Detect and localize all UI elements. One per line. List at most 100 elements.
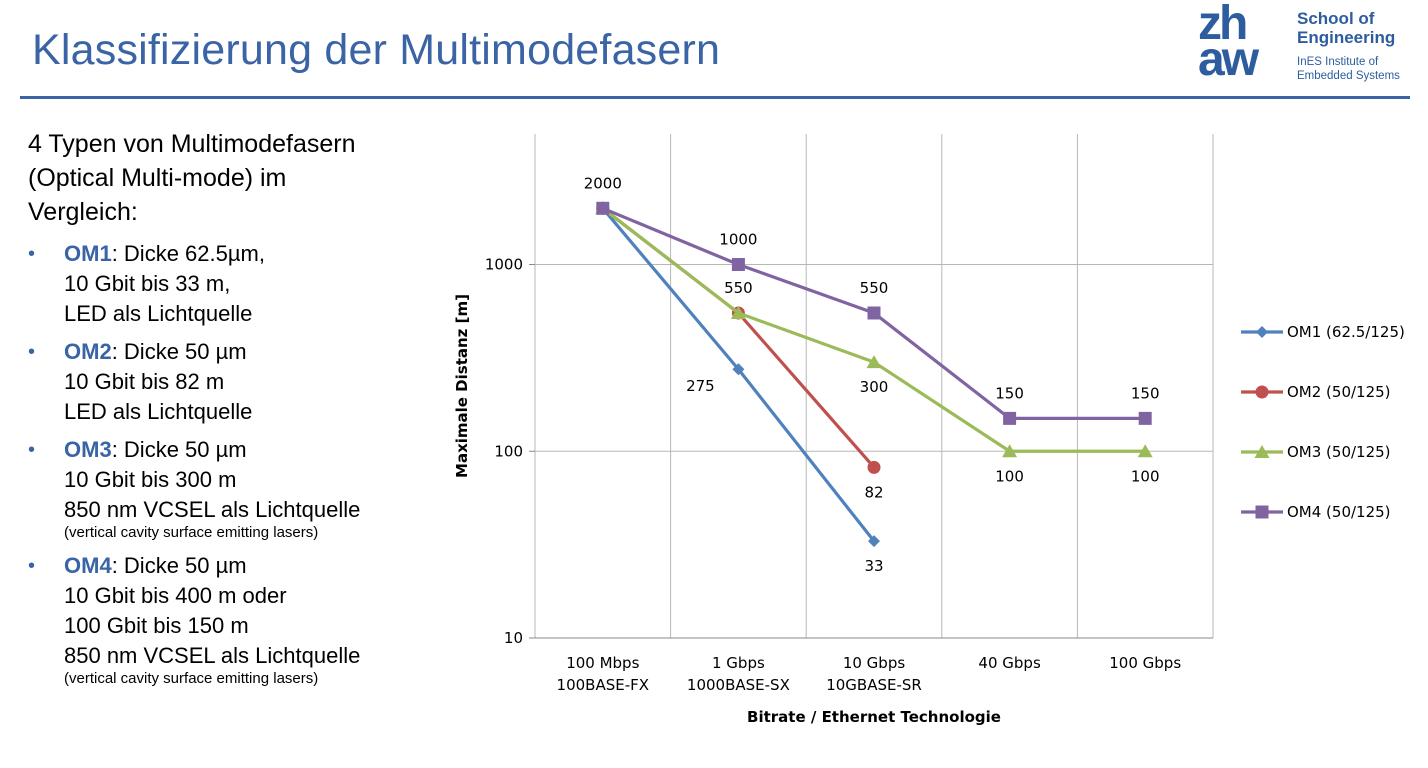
- data-point-marker: [867, 306, 881, 320]
- legend-swatch-marker: [1256, 326, 1268, 338]
- fiber-type-headline: OM2: Dicke 50 µm: [64, 337, 428, 367]
- x-tick-label: 10GBASE-SR: [826, 676, 922, 694]
- x-tick-label: 40 Gbps: [978, 654, 1041, 672]
- legend-label: OM2 (50/125): [1287, 383, 1391, 401]
- x-axis-title: Bitrate / Ethernet Technologie: [747, 708, 1001, 726]
- data-label: 550: [724, 279, 753, 297]
- legend-swatch-marker: [1255, 385, 1269, 399]
- data-label: 300: [860, 378, 889, 396]
- data-point-marker: [867, 460, 881, 474]
- series-om4: [596, 201, 1152, 425]
- data-point-marker: [1137, 444, 1153, 458]
- data-label: 100: [995, 467, 1024, 485]
- x-tick-label: 10 Gbps: [843, 654, 906, 672]
- fiber-type-om2: • OM2: Dicke 50 µm 10 Gbit bis 82 m LED …: [28, 337, 428, 427]
- fiber-type-om1: • OM1: Dicke 62.5µm, 10 Gbit bis 33 m, L…: [28, 239, 428, 329]
- fiber-type-om3: • OM3: Dicke 50 µm 10 Gbit bis 300 m 850…: [28, 435, 428, 543]
- fiber-type-detail: 850 nm VCSEL als Lichtquelle: [64, 497, 361, 522]
- intro-text: 4 Typen von Multimodefasern (Optical Mul…: [28, 127, 428, 229]
- fiber-type-detail: 10 Gbit bis 400 m oder: [64, 583, 287, 608]
- fiber-type-name: OM1: [64, 241, 112, 266]
- fiber-type-headline: OM1: Dicke 62.5µm,: [64, 239, 428, 269]
- x-tick-label: 1 Gbps: [712, 654, 765, 672]
- slide-title: Klassifizierung der Multimodefasern: [32, 26, 721, 74]
- fiber-type-detail: LED als Lichtquelle: [64, 399, 253, 424]
- fiber-type-detail: 10 Gbit bis 82 m: [64, 369, 225, 394]
- logo-school-line-2: Engineering: [1297, 28, 1396, 47]
- y-tick-label: 1000: [485, 256, 523, 274]
- title-divider: [20, 96, 1410, 99]
- legend-entry: OM3 (50/125): [1241, 443, 1391, 461]
- x-tick-label: 1000BASE-SX: [687, 676, 790, 694]
- data-point-marker: [1002, 444, 1018, 458]
- fiber-type-name: OM3: [64, 437, 112, 462]
- fiber-type-detail: 10 Gbit bis 33 m,: [64, 271, 231, 296]
- zhaw-logo: zh aw School of Engineering InES Institu…: [1198, 0, 1418, 90]
- fiber-type-list: • OM1: Dicke 62.5µm, 10 Gbit bis 33 m, L…: [28, 239, 428, 689]
- fiber-type-name: OM2: [64, 339, 112, 364]
- fiber-type-headline: OM3: Dicke 50 µm: [64, 435, 428, 465]
- logo-mark-line-1: zh: [1198, 0, 1248, 50]
- fiber-type-name: OM4: [64, 553, 112, 578]
- data-label: 100: [1131, 467, 1160, 485]
- legend-swatch-marker: [1255, 505, 1269, 519]
- intro-line: 4 Typen von Multimodefasern: [28, 130, 356, 158]
- legend-entry: OM4 (50/125): [1241, 503, 1391, 521]
- data-label: 275: [686, 377, 715, 395]
- fiber-type-detail: 100 Gbit bis 150 m: [64, 613, 249, 638]
- data-point-marker: [1003, 411, 1017, 425]
- fiber-type-thickness: : Dicke 50 µm: [111, 339, 247, 364]
- logo-mark-line-2: aw: [1198, 33, 1259, 86]
- legend-label: OM1 (62.5/125): [1287, 323, 1405, 341]
- fiber-types-text: 4 Typen von Multimodefasern (Optical Mul…: [28, 127, 428, 697]
- intro-line: (Optical Multi-mode) im: [28, 164, 287, 192]
- series-om1: [596, 202, 880, 548]
- y-axis-title: Maximale Distanz [m]: [453, 294, 471, 478]
- data-label: 550: [860, 279, 889, 297]
- bullet-icon: •: [28, 243, 36, 265]
- series-line: [601, 207, 1146, 453]
- zhaw-logo-mark: zh aw: [1198, 0, 1290, 86]
- data-label: 82: [864, 483, 883, 501]
- data-label: 2000: [584, 174, 622, 192]
- y-tick-label: 10: [504, 629, 523, 647]
- bullet-icon: •: [28, 341, 36, 363]
- logo-institute-line-2: Embedded Systems: [1297, 70, 1400, 82]
- logo-institute-line-1: InES Institute of: [1297, 56, 1379, 68]
- data-point-marker: [732, 363, 745, 376]
- bullet-icon: •: [28, 555, 36, 577]
- fiber-type-detail: LED als Lichtquelle: [64, 301, 253, 326]
- logo-institute-name: InES Institute of Embedded Systems: [1297, 55, 1427, 83]
- data-point-marker: [866, 355, 882, 369]
- fiber-type-headline: OM4: Dicke 50 µm: [64, 551, 428, 581]
- intro-line: Vergleich:: [28, 198, 138, 226]
- fiber-type-thickness: : Dicke 62.5µm,: [111, 241, 265, 266]
- x-tick-label: 100 Gbps: [1109, 654, 1181, 672]
- data-point-marker: [730, 306, 746, 320]
- legend-label: OM4 (50/125): [1287, 503, 1391, 521]
- data-label: 150: [995, 384, 1024, 402]
- fiber-type-note: (vertical cavity surface emitting lasers…: [64, 524, 319, 541]
- legend-swatch-marker: [1254, 445, 1270, 458]
- x-tick-label: 100BASE-FX: [557, 676, 650, 694]
- data-point-marker: [596, 201, 610, 215]
- data-label: 33: [864, 557, 883, 575]
- legend-entry: OM2 (50/125): [1241, 383, 1391, 401]
- fiber-type-detail: 850 nm VCSEL als Lichtquelle: [64, 643, 361, 668]
- data-point-marker: [1138, 411, 1152, 425]
- fiber-type-thickness: : Dicke 50 µm: [111, 553, 247, 578]
- y-tick-label: 100: [494, 442, 523, 460]
- fiber-type-thickness: : Dicke 50 µm: [111, 437, 247, 462]
- data-point-marker: [731, 258, 745, 272]
- legend-entry: OM1 (62.5/125): [1241, 323, 1405, 341]
- data-label: 1000: [719, 231, 757, 249]
- bullet-icon: •: [28, 439, 36, 461]
- legend-label: OM3 (50/125): [1287, 443, 1391, 461]
- fiber-type-detail: 10 Gbit bis 300 m: [64, 467, 237, 492]
- fiber-type-note: (vertical cavity surface emitting lasers…: [64, 670, 319, 687]
- distance-chart: 10 100 1000 100 Mbps 100BASE-FX 1 Gbps 1000BAS…: [453, 134, 1405, 726]
- x-tick-label: 100 Mbps: [566, 654, 639, 672]
- logo-school-line-1: School of: [1297, 9, 1375, 28]
- data-point-marker: [868, 535, 880, 548]
- logo-school-name: School of Engineering: [1297, 9, 1427, 47]
